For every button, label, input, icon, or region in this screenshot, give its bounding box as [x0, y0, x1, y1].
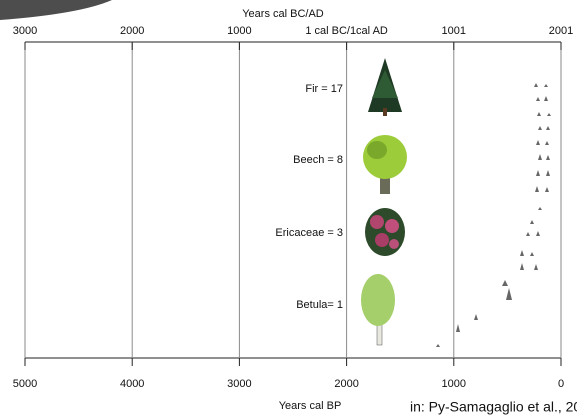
x-tick-label: 5000 — [13, 378, 37, 390]
x-tick-label: 2000 — [334, 378, 358, 390]
taxon-label: Beech = 8 — [293, 154, 343, 166]
x2-tick-label: 1000 — [227, 25, 251, 37]
corner-decoration — [0, 0, 112, 20]
x-tick-label: 4000 — [120, 378, 144, 390]
bottom-axis-title: Years cal BP — [279, 400, 342, 412]
x-tick-label: 3000 — [227, 378, 251, 390]
taxon-label: Ericaceae = 3 — [275, 227, 343, 239]
x2-tick-label: 1 cal BC/1cal AD — [305, 25, 388, 37]
citation: in: Py-Samagaglio et al., 202 — [410, 399, 577, 415]
top-axis-title: Years cal BC/AD — [242, 8, 324, 20]
x2-tick-label: 2001 — [549, 25, 573, 37]
betula-icon — [361, 274, 395, 346]
x2-tick-label: 3000 — [13, 25, 37, 37]
taxon-label: Betula= 1 — [296, 299, 343, 311]
x2-tick-label: 1001 — [442, 25, 466, 37]
date-distributions — [424, 83, 556, 347]
x-tick-label: 0 — [558, 378, 564, 390]
ericaceae-icon — [365, 208, 405, 256]
beech-icon — [363, 135, 407, 194]
tree-icons — [361, 58, 407, 346]
x2-tick-label: 2000 — [120, 25, 144, 37]
fir-icon — [368, 58, 402, 116]
taxon-label: Fir = 17 — [305, 83, 343, 95]
x-tick-label: 1000 — [442, 378, 466, 390]
